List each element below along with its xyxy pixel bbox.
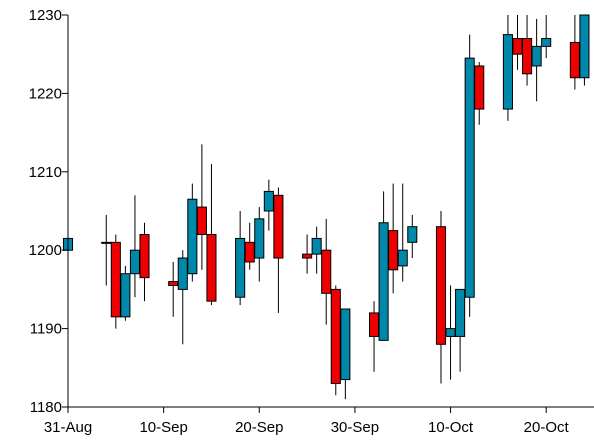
- candle: [435, 211, 447, 384]
- candle: [474, 62, 485, 125]
- candle-body-down: [388, 230, 399, 271]
- x-axis: 31-Aug 10-Sep 20-Sep 30-Sep 10-Oct 20-Oct: [44, 406, 594, 436]
- candle-body-up: [177, 257, 188, 290]
- candle: [302, 234, 313, 274]
- candle: [407, 214, 418, 259]
- candle-body-up: [311, 237, 322, 255]
- x-tick-label: 20-Sep: [235, 419, 283, 436]
- candle: [187, 183, 198, 282]
- candle-body-up: [129, 249, 140, 275]
- candle-body-up: [502, 34, 513, 110]
- candle: [541, 15, 552, 59]
- candle-body-down: [206, 234, 217, 302]
- candle: [129, 195, 140, 298]
- candle-body-down: [474, 65, 485, 110]
- candle-body-down: [139, 234, 150, 279]
- y-tick-label: 1230: [29, 7, 62, 24]
- candle: [168, 261, 179, 317]
- candle: [206, 163, 217, 306]
- y-tick-label: 1210: [29, 164, 62, 181]
- candle-body-down: [168, 281, 179, 286]
- candle-body-down: [569, 41, 580, 79]
- candle: [101, 214, 112, 286]
- candle: [397, 183, 408, 282]
- candle: [522, 15, 533, 86]
- candle-body-up: [120, 273, 131, 318]
- x-tick-label: 10-Sep: [139, 419, 187, 436]
- candle-body-up: [541, 38, 552, 47]
- candle-body-down: [110, 241, 121, 318]
- candle: [321, 218, 332, 325]
- candle: [110, 234, 121, 329]
- candle: [512, 15, 523, 70]
- candle-body-down: [330, 288, 341, 384]
- candle: [378, 191, 389, 341]
- candle: [311, 226, 322, 274]
- candle: [254, 207, 265, 282]
- candle: [330, 285, 341, 396]
- candle-body-down: [196, 206, 207, 236]
- candle: [340, 308, 351, 400]
- candle-body-up: [407, 226, 418, 243]
- y-tick-label: 1200: [29, 242, 62, 259]
- y-axis: 1180 1190 1200 1210 1220 1230: [29, 7, 69, 416]
- candle-body-down: [435, 226, 447, 345]
- candle-body-down: [244, 241, 255, 263]
- x-tick-group: 31-Aug 10-Sep 20-Sep 30-Sep 10-Oct 20-Oct: [44, 407, 570, 436]
- candle: [177, 250, 188, 345]
- candle-body-down: [512, 38, 523, 55]
- candle: [464, 34, 475, 317]
- candle: [139, 222, 150, 302]
- candle-body-up: [263, 190, 274, 212]
- candle-body-down: [522, 38, 533, 75]
- candle-body-up: [101, 241, 112, 244]
- candle-body-down: [273, 194, 284, 259]
- candle-body-up: [187, 198, 198, 275]
- candle-body-up: [464, 57, 475, 298]
- candle: [368, 301, 380, 372]
- x-tick-label: 10-Oct: [428, 419, 474, 436]
- candle-body-up: [455, 288, 466, 337]
- candle-body-up: [254, 218, 265, 259]
- candle: [273, 187, 284, 313]
- candle-body-down: [368, 312, 380, 337]
- candle: [244, 222, 255, 270]
- candle-series: [62, 14, 590, 400]
- candle: [455, 288, 466, 372]
- candle-body-up: [378, 222, 389, 341]
- candle-body-up: [531, 45, 542, 67]
- candle-body-up: [340, 308, 351, 381]
- candle-body-down: [302, 253, 313, 259]
- candle: [235, 211, 246, 306]
- y-tick-group: 1180 1190 1200 1210 1220 1230: [29, 7, 68, 416]
- candle: [502, 15, 513, 121]
- candle: [196, 144, 207, 270]
- candle: [445, 285, 456, 380]
- candle: [263, 179, 274, 231]
- y-tick-label: 1220: [29, 85, 62, 102]
- y-tick-label: 1190: [30, 321, 62, 338]
- candle: [569, 15, 580, 90]
- candle: [579, 14, 590, 86]
- x-tick-label: 20-Oct: [524, 419, 570, 436]
- candle-body-down: [321, 249, 332, 294]
- candle: [120, 265, 131, 321]
- x-tick-label: 31-Aug: [44, 419, 92, 436]
- plot-area: [62, 14, 590, 400]
- x-tick-label: 30-Sep: [331, 419, 379, 436]
- y-tick-label: 1180: [30, 399, 62, 416]
- candle-body-up: [397, 249, 408, 267]
- candle: [531, 18, 542, 102]
- candle-body-up: [235, 237, 246, 298]
- candle-body-up: [445, 328, 456, 337]
- candle: [388, 183, 399, 294]
- candle-body-up: [579, 14, 590, 79]
